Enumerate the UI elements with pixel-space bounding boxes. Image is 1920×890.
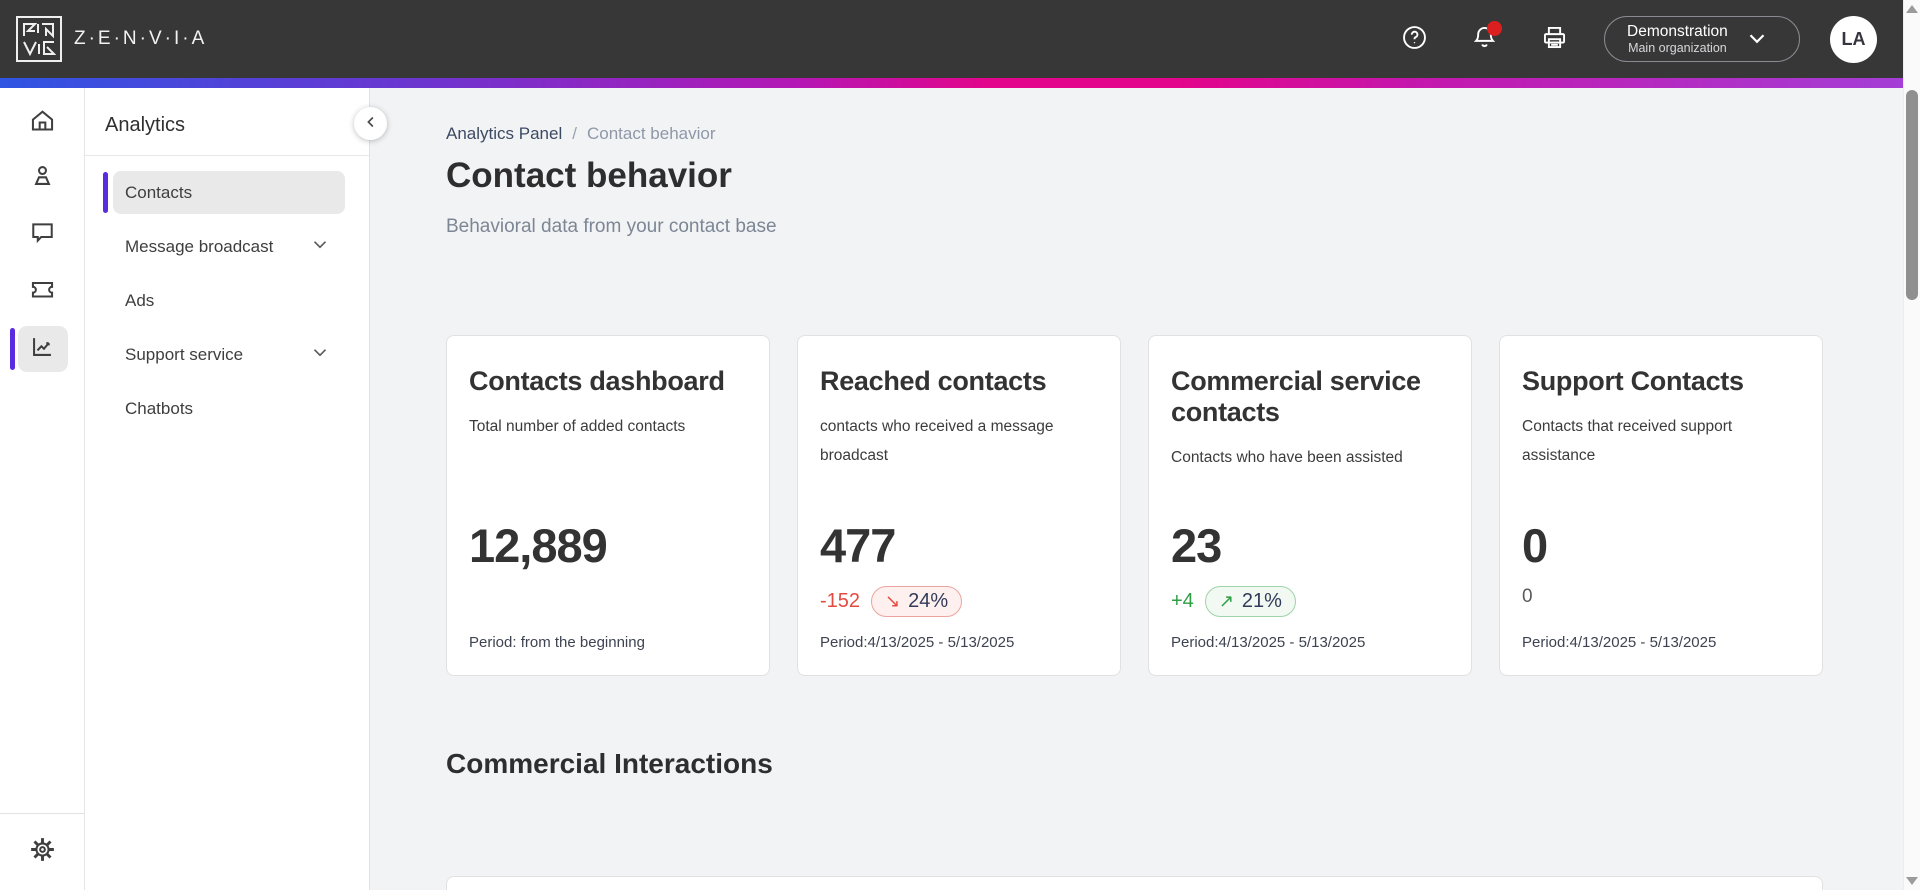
sidebar-item-ads[interactable]: Ads [113,279,345,322]
sidebar-item-message-broadcast[interactable]: Message broadcast [113,225,345,268]
organization-info: Demonstration Main organization [1627,22,1728,57]
breadcrumb-current: Contact behavior [586,124,716,143]
sidebar-divider [85,155,369,156]
card-reached-contacts: Reached contacts contacts who received a… [797,335,1121,676]
print-button[interactable] [1534,19,1574,59]
organization-name: Demonstration [1627,22,1728,40]
card-title: Reached contacts [820,366,1047,396]
rail-item-tickets[interactable] [0,268,85,316]
card-value: 12,889 [469,519,608,572]
sidebar-menu: Contacts Message broadcast Ads Support s… [85,156,369,430]
contacts-person-icon [29,162,56,194]
help-button[interactable] [1394,19,1434,59]
card-period: Period:4/13/2025 - 5/13/2025 [1171,634,1366,651]
rail-item-home[interactable] [0,99,85,147]
card-contacts-dashboard: Contacts dashboard Total number of added… [446,335,770,676]
card-description: Total number of added contacts [469,418,686,436]
chevron-down-icon [1744,25,1770,54]
card-title: Contacts dashboard [469,366,725,396]
rail-item-contacts[interactable] [0,154,85,202]
main-content: Analytics Panel / Contact behavior Conta… [370,88,1903,890]
card-title: Commercial service contacts [1171,366,1421,428]
sidebar-collapse-button[interactable] [354,107,387,140]
delta-percent: 24% [908,590,949,612]
home-icon [29,107,56,139]
sidebar-item-label: Support service [125,344,244,364]
trend-badge-up: ↗ 21% [1204,586,1296,617]
rail-item-conversations[interactable] [0,211,85,259]
card-description: Contacts that received support assistanc… [1522,418,1733,464]
sidebar-item-label: Message broadcast [125,236,274,256]
breadcrumb: Analytics Panel / Contact behavior [446,124,716,144]
sidebar-item-support-service[interactable]: Support service [113,333,345,376]
card-description: Contacts who have been assisted [1171,449,1403,467]
brand: Z·E·N·V·I·A [16,16,207,62]
section-title-commercial-interactions: Commercial Interactions [446,748,773,779]
brand-wordmark: Z·E·N·V·I·A [74,28,208,49]
card-description: contacts who received a message broadcas… [820,418,1054,464]
sidebar-item-chatbots[interactable]: Chatbots [113,387,345,430]
card-value: 0 [1522,519,1548,572]
organization-selector[interactable]: Demonstration Main organization [1604,16,1800,62]
notification-badge [1487,21,1502,36]
topbar: Z·E·N·V·I·A [0,0,1903,78]
analytics-chart-icon [29,333,56,365]
topbar-actions: Demonstration Main organization LA [1394,15,1877,63]
card-support-contacts: Support Contacts Contacts that received … [1499,335,1823,676]
delta-value: -152 [820,590,861,612]
help-icon [1401,24,1428,54]
organization-subtitle: Main organization [1628,40,1727,55]
card-period: Period:4/13/2025 - 5/13/2025 [820,634,1015,651]
breadcrumb-separator: / [572,124,577,143]
delta-percent: 21% [1241,590,1282,612]
card-title: Support Contacts [1522,366,1744,396]
gear-icon [29,836,56,868]
delta-value: +4 [1171,590,1194,612]
rail-item-analytics[interactable] [0,325,85,373]
rail-item-settings[interactable] [0,828,85,876]
trend-badge-down: ↘ 24% [871,586,963,617]
sidebar-item-label: Chatbots [125,398,194,418]
trend-down-icon: ↘ [885,591,901,611]
commercial-interactions-card [446,876,1823,890]
ticket-icon [29,276,56,308]
delta-value: 0 [1522,586,1533,607]
card-delta-row: -152 ↘ 24% [820,586,963,617]
breadcrumb-analytics-panel[interactable]: Analytics Panel [446,124,563,143]
notifications-button[interactable] [1464,19,1504,59]
page-title: Contact behavior [446,156,732,195]
card-delta-row: 0 [1522,586,1533,608]
sidebar: Analytics Contacts Message broadcast Ads… [85,88,387,890]
chat-bubble-icon [29,219,56,251]
scrollbar-thumb[interactable] [1906,90,1918,300]
kpi-cards-row: Contacts dashboard Total number of added… [446,335,1823,676]
card-delta-row: +4 ↗ 21% [1171,586,1296,617]
zenvia-logo-icon [16,16,62,62]
chevron-left-icon [362,113,380,134]
card-period: Period: from the beginning [469,634,645,651]
icon-rail [0,88,85,890]
chevron-down-icon [309,233,331,260]
page-subtitle: Behavioral data from your contact base [446,216,777,237]
printer-icon [1541,24,1568,54]
user-avatar[interactable]: LA [1830,15,1877,63]
card-value: 477 [820,519,896,572]
trend-up-icon: ↗ [1218,591,1234,611]
card-value: 23 [1171,519,1222,572]
sidebar-title: Analytics [105,114,186,136]
chevron-down-icon [309,341,331,368]
scrollbar-up-arrow[interactable] [1906,5,1918,13]
scrollbar-down-arrow[interactable] [1906,877,1918,885]
card-commercial-service-contacts: Commercial service contacts Contacts who… [1148,335,1472,676]
vertical-scrollbar[interactable] [1903,0,1920,890]
card-period: Period:4/13/2025 - 5/13/2025 [1522,634,1717,651]
brand-gradient-bar [0,78,1903,88]
sidebar-item-contacts[interactable]: Contacts [103,171,345,214]
rail-divider [0,813,84,814]
sidebar-item-label: Ads [125,290,155,310]
sidebar-item-label: Contacts [125,182,193,202]
